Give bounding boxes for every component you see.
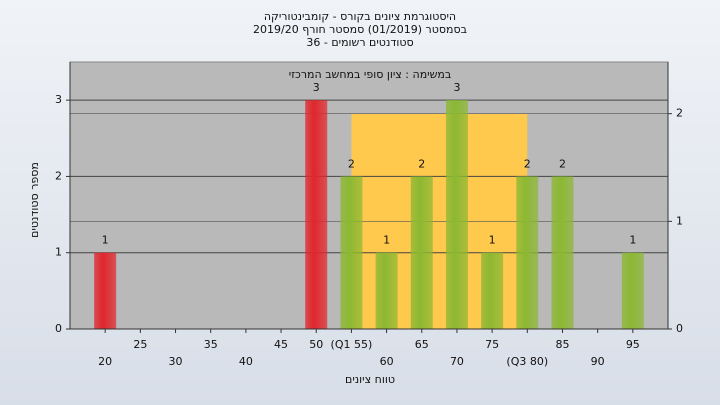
x-tick-label: (Q3 80) — [506, 355, 548, 368]
data-label: 1 — [383, 234, 390, 247]
bar — [410, 176, 433, 329]
x-tick-label: 45 — [274, 338, 288, 351]
y-axis-label: מספר סטודנטים — [28, 162, 41, 238]
y-tick-label: 3 — [55, 93, 62, 106]
data-label: 2 — [524, 157, 531, 170]
bar — [551, 176, 574, 329]
bar — [621, 252, 644, 329]
y-tick-label: 2 — [55, 169, 62, 182]
bar — [481, 252, 504, 329]
x-tick-label: 35 — [204, 338, 218, 351]
x-tick-label: 85 — [555, 338, 569, 351]
data-label: 1 — [629, 234, 636, 247]
x-tick-label: 70 — [450, 355, 464, 368]
annotation: במשימה : ציון סופי במחשב המרכזי — [289, 68, 452, 81]
data-label: 2 — [559, 157, 566, 170]
chart-subtitle: סטודנטים רשומים - 36 — [306, 36, 413, 49]
x-tick-label: 90 — [591, 355, 605, 368]
data-label: 2 — [418, 157, 425, 170]
chart-title: היסטוגרמת ציונים בקורס - קומבינטוריקה — [264, 10, 456, 23]
bar — [516, 176, 539, 329]
data-label: 1 — [489, 234, 496, 247]
y-tick-label: 1 — [55, 246, 62, 259]
x-tick-label: 95 — [626, 338, 640, 351]
x-tick-label: 75 — [485, 338, 499, 351]
bar — [94, 252, 117, 329]
x-tick-label: 60 — [380, 355, 394, 368]
bar — [445, 100, 468, 330]
chart-subtitle: בסמסטר (01/2019) סמסטר חורף 2019/20 — [253, 23, 467, 36]
bar — [340, 176, 363, 329]
x-tick-label: 20 — [98, 355, 112, 368]
bar — [305, 100, 328, 330]
bar — [375, 252, 398, 329]
x-tick-label: 50 — [309, 338, 323, 351]
data-label: 3 — [313, 81, 320, 94]
data-label: 3 — [453, 81, 460, 94]
x-tick-label: 25 — [133, 338, 147, 351]
x-tick-label: 30 — [169, 355, 183, 368]
y-tick-label: 0 — [55, 322, 62, 335]
x-tick-label: 65 — [415, 338, 429, 351]
x-axis-label: טווח ציונים — [345, 373, 395, 386]
data-label: 1 — [102, 234, 109, 247]
y2-tick-label: 2 — [676, 107, 683, 120]
y2-tick-label: 0 — [676, 322, 683, 335]
y2-tick-label: 1 — [676, 214, 683, 227]
x-tick-label: (Q1 55) — [331, 338, 373, 351]
data-label: 2 — [348, 157, 355, 170]
x-tick-label: 40 — [239, 355, 253, 368]
